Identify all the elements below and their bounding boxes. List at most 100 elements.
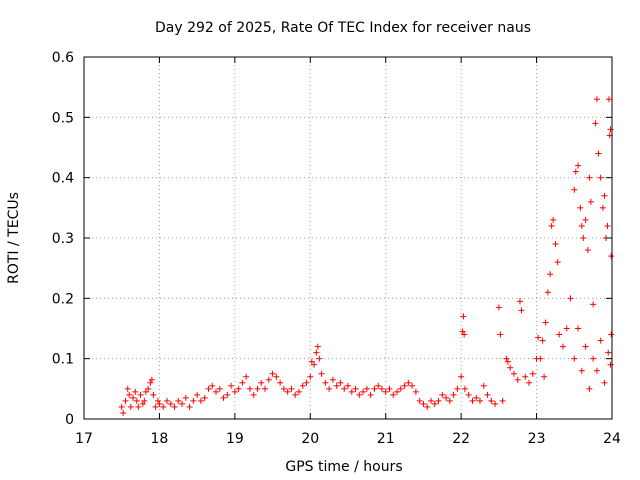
data-point xyxy=(584,247,591,254)
data-point xyxy=(586,174,593,181)
data-point xyxy=(401,382,408,389)
data-point xyxy=(412,388,419,395)
data-point xyxy=(308,358,315,365)
data-point xyxy=(194,391,201,398)
data-point xyxy=(473,394,480,401)
data-point xyxy=(439,391,446,398)
data-point xyxy=(535,334,542,341)
data-point xyxy=(547,271,554,278)
y-tick-label: 0.3 xyxy=(52,231,74,247)
data-point xyxy=(460,313,467,320)
data-point xyxy=(488,397,495,404)
x-tick-label: 23 xyxy=(528,431,546,447)
data-point xyxy=(590,301,597,308)
data-point xyxy=(316,355,323,362)
data-point xyxy=(209,382,216,389)
data-point xyxy=(258,379,265,386)
data-point xyxy=(190,397,197,404)
data-point xyxy=(458,373,465,380)
y-tick-label: 0.2 xyxy=(52,291,74,307)
data-point xyxy=(454,385,461,392)
data-point xyxy=(504,358,511,365)
x-tick-label: 18 xyxy=(151,431,169,447)
data-points xyxy=(118,96,615,416)
data-point xyxy=(288,385,295,392)
data-point xyxy=(352,385,359,392)
data-point xyxy=(254,385,261,392)
data-point xyxy=(556,331,563,338)
data-point xyxy=(135,403,142,410)
data-point xyxy=(150,391,157,398)
data-point xyxy=(522,373,529,380)
data-point xyxy=(608,253,615,260)
data-point xyxy=(295,388,302,395)
data-point xyxy=(593,367,600,374)
data-point xyxy=(554,259,561,266)
data-point xyxy=(548,222,555,229)
data-point xyxy=(363,385,370,392)
data-point xyxy=(139,400,146,407)
data-point xyxy=(607,126,614,133)
data-point xyxy=(167,400,174,407)
data-point xyxy=(148,376,155,383)
data-point xyxy=(539,337,546,344)
data-point xyxy=(424,403,431,410)
data-point xyxy=(529,370,536,377)
data-point xyxy=(292,391,299,398)
data-point xyxy=(582,216,589,223)
data-point xyxy=(127,403,134,410)
data-point xyxy=(465,391,472,398)
data-point xyxy=(277,379,284,386)
data-point xyxy=(147,379,154,386)
data-point xyxy=(484,391,491,398)
data-point xyxy=(273,373,280,380)
y-tick-label: 0 xyxy=(65,412,74,428)
axis-ticks: 17 18 19 20 21 22 23 24 0 0.1 0.2 0.3 0.4 0.5 0.6 xyxy=(52,50,621,447)
y-tick-label: 0.6 xyxy=(52,50,74,66)
chart-title: Day 292 of 2025, Rate Of TEC Index for r… xyxy=(155,20,531,36)
data-point xyxy=(597,174,604,181)
data-point xyxy=(120,409,127,416)
data-point xyxy=(329,376,336,383)
data-point xyxy=(604,222,611,229)
data-point xyxy=(605,96,612,103)
data-point xyxy=(461,331,468,338)
data-point xyxy=(250,391,257,398)
data-point xyxy=(156,400,163,407)
data-point xyxy=(216,385,223,392)
data-point xyxy=(575,162,582,169)
x-tick-label: 24 xyxy=(603,431,621,447)
data-point xyxy=(231,388,238,395)
data-point xyxy=(394,388,401,395)
data-point xyxy=(605,349,612,356)
data-point xyxy=(322,379,329,386)
data-point xyxy=(360,388,367,395)
data-point xyxy=(318,370,325,377)
data-point xyxy=(269,370,276,377)
data-point xyxy=(367,391,374,398)
data-point xyxy=(137,391,144,398)
gridlines xyxy=(84,57,612,419)
data-point xyxy=(586,385,593,392)
data-point xyxy=(599,204,606,211)
x-tick-label: 20 xyxy=(301,431,319,447)
data-point xyxy=(118,403,125,410)
data-point xyxy=(341,385,348,392)
data-point xyxy=(577,204,584,211)
data-point xyxy=(124,385,131,392)
data-point xyxy=(205,385,212,392)
data-point xyxy=(516,298,523,305)
data-point xyxy=(228,382,235,389)
data-point xyxy=(382,388,389,395)
data-point xyxy=(333,382,340,389)
data-point xyxy=(314,343,321,350)
data-point xyxy=(571,355,578,362)
data-point xyxy=(378,385,385,392)
data-point xyxy=(126,391,133,398)
data-point xyxy=(141,397,148,404)
data-point xyxy=(443,394,450,401)
data-point xyxy=(459,328,466,335)
data-point xyxy=(386,385,393,392)
data-point xyxy=(507,364,514,371)
data-point xyxy=(578,222,585,229)
